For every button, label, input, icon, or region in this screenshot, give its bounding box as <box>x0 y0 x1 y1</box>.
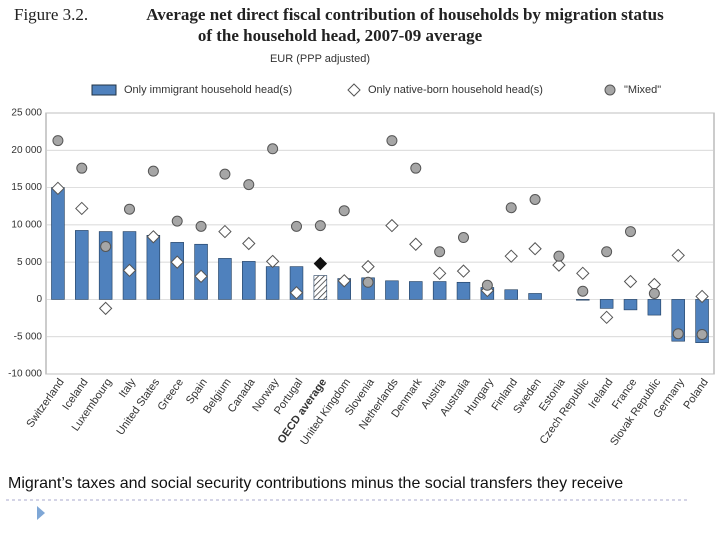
circle-marker <box>338 205 350 217</box>
circle-marker <box>434 246 446 258</box>
y-tick-label: 25 000 <box>11 108 42 119</box>
bar <box>504 289 518 300</box>
bar <box>265 266 280 300</box>
y-tick-label: 5 000 <box>17 257 42 268</box>
x-tick-label: Italy <box>117 376 139 400</box>
circle-marker <box>410 162 422 174</box>
diamond-marker <box>432 266 447 281</box>
diamond-marker <box>599 310 614 325</box>
bar <box>170 242 184 300</box>
circle-marker <box>648 287 660 299</box>
bar <box>456 281 471 300</box>
diamond-marker <box>456 264 471 278</box>
y-tick-label: 20 000 <box>11 145 42 156</box>
diamond-marker <box>409 237 423 251</box>
diamond-marker <box>337 274 351 288</box>
diamond-marker <box>265 254 280 269</box>
circle-marker <box>625 226 636 238</box>
circle-marker <box>100 240 112 252</box>
diamond-marker <box>695 289 709 304</box>
circle-marker <box>243 179 255 191</box>
diamond-marker <box>146 230 161 244</box>
circle-marker <box>52 135 64 147</box>
circle-marker <box>553 250 565 262</box>
bar <box>432 281 447 300</box>
circle-marker <box>314 220 326 232</box>
caption: Migrant’s taxes and social security cont… <box>8 475 623 492</box>
circle-marker <box>481 279 493 291</box>
y-tick-label: 0 <box>36 294 42 305</box>
diamond-marker <box>218 224 232 239</box>
diamond-marker <box>528 242 542 256</box>
diamond-marker <box>75 201 89 216</box>
bar <box>313 275 328 300</box>
circle-marker <box>219 168 231 180</box>
bar <box>218 258 232 300</box>
bar <box>576 299 590 301</box>
bar <box>599 299 614 309</box>
circle-marker <box>386 135 398 147</box>
chart-title: Average net direct fiscal contribution o… <box>146 5 664 45</box>
circle-marker <box>362 276 374 288</box>
figure-label: Figure 3.2. <box>14 5 88 24</box>
bar <box>385 280 399 300</box>
bar <box>146 234 161 300</box>
y-tick-label: -5 000 <box>14 331 43 342</box>
y-tick-label: 10 000 <box>11 219 42 230</box>
circle-marker <box>672 328 684 340</box>
circle-marker <box>529 194 541 206</box>
circle-marker <box>195 220 207 232</box>
circle-marker <box>124 203 135 215</box>
diamond-marker <box>361 259 375 274</box>
diamond-marker <box>552 258 566 272</box>
plot-frame <box>45 112 715 375</box>
circle-marker <box>76 162 88 174</box>
bar <box>623 299 638 311</box>
subtitle: EUR (PPP adjusted) <box>270 53 370 65</box>
x-tick-label: Switzerland <box>24 377 66 430</box>
diamond-marker <box>504 249 518 263</box>
bar <box>75 230 89 300</box>
diamond-marker <box>98 301 113 316</box>
diamond-marker <box>385 218 399 233</box>
legend-swatch <box>91 84 117 96</box>
bar <box>528 293 542 300</box>
diamond-marker <box>671 248 685 263</box>
legend-label: "Mixed" <box>624 84 661 96</box>
diamond-marker <box>576 266 590 281</box>
bullet-icon <box>37 506 45 520</box>
legend-swatch <box>347 83 361 97</box>
circle-marker <box>147 165 159 177</box>
diamond-marker <box>194 269 208 284</box>
legend-swatch <box>604 84 616 96</box>
bar <box>409 281 423 300</box>
bar <box>242 261 256 300</box>
circle-marker <box>267 143 279 155</box>
circle-marker <box>505 202 517 214</box>
legend-label: Only native-born household head(s) <box>368 84 543 96</box>
x-tick-label: Poland <box>681 377 710 412</box>
y-tick-label: -10 000 <box>8 369 42 380</box>
diamond-marker <box>170 255 184 269</box>
legend-label: Only immigrant household head(s) <box>124 84 292 96</box>
diamond-marker <box>623 274 638 289</box>
diamond-marker <box>51 181 65 196</box>
bar <box>647 299 662 316</box>
circle-marker <box>171 215 183 227</box>
circle-marker <box>696 328 708 340</box>
circle-marker <box>577 285 589 297</box>
circle-marker <box>458 232 469 244</box>
circle-marker <box>601 246 613 258</box>
bar <box>51 187 65 300</box>
diamond-marker <box>242 236 256 251</box>
circle-marker <box>291 220 302 232</box>
y-tick-label: 15 000 <box>11 182 42 193</box>
diamond-marker <box>313 256 328 271</box>
diamond-marker <box>289 286 304 300</box>
diamond-marker <box>122 263 137 278</box>
